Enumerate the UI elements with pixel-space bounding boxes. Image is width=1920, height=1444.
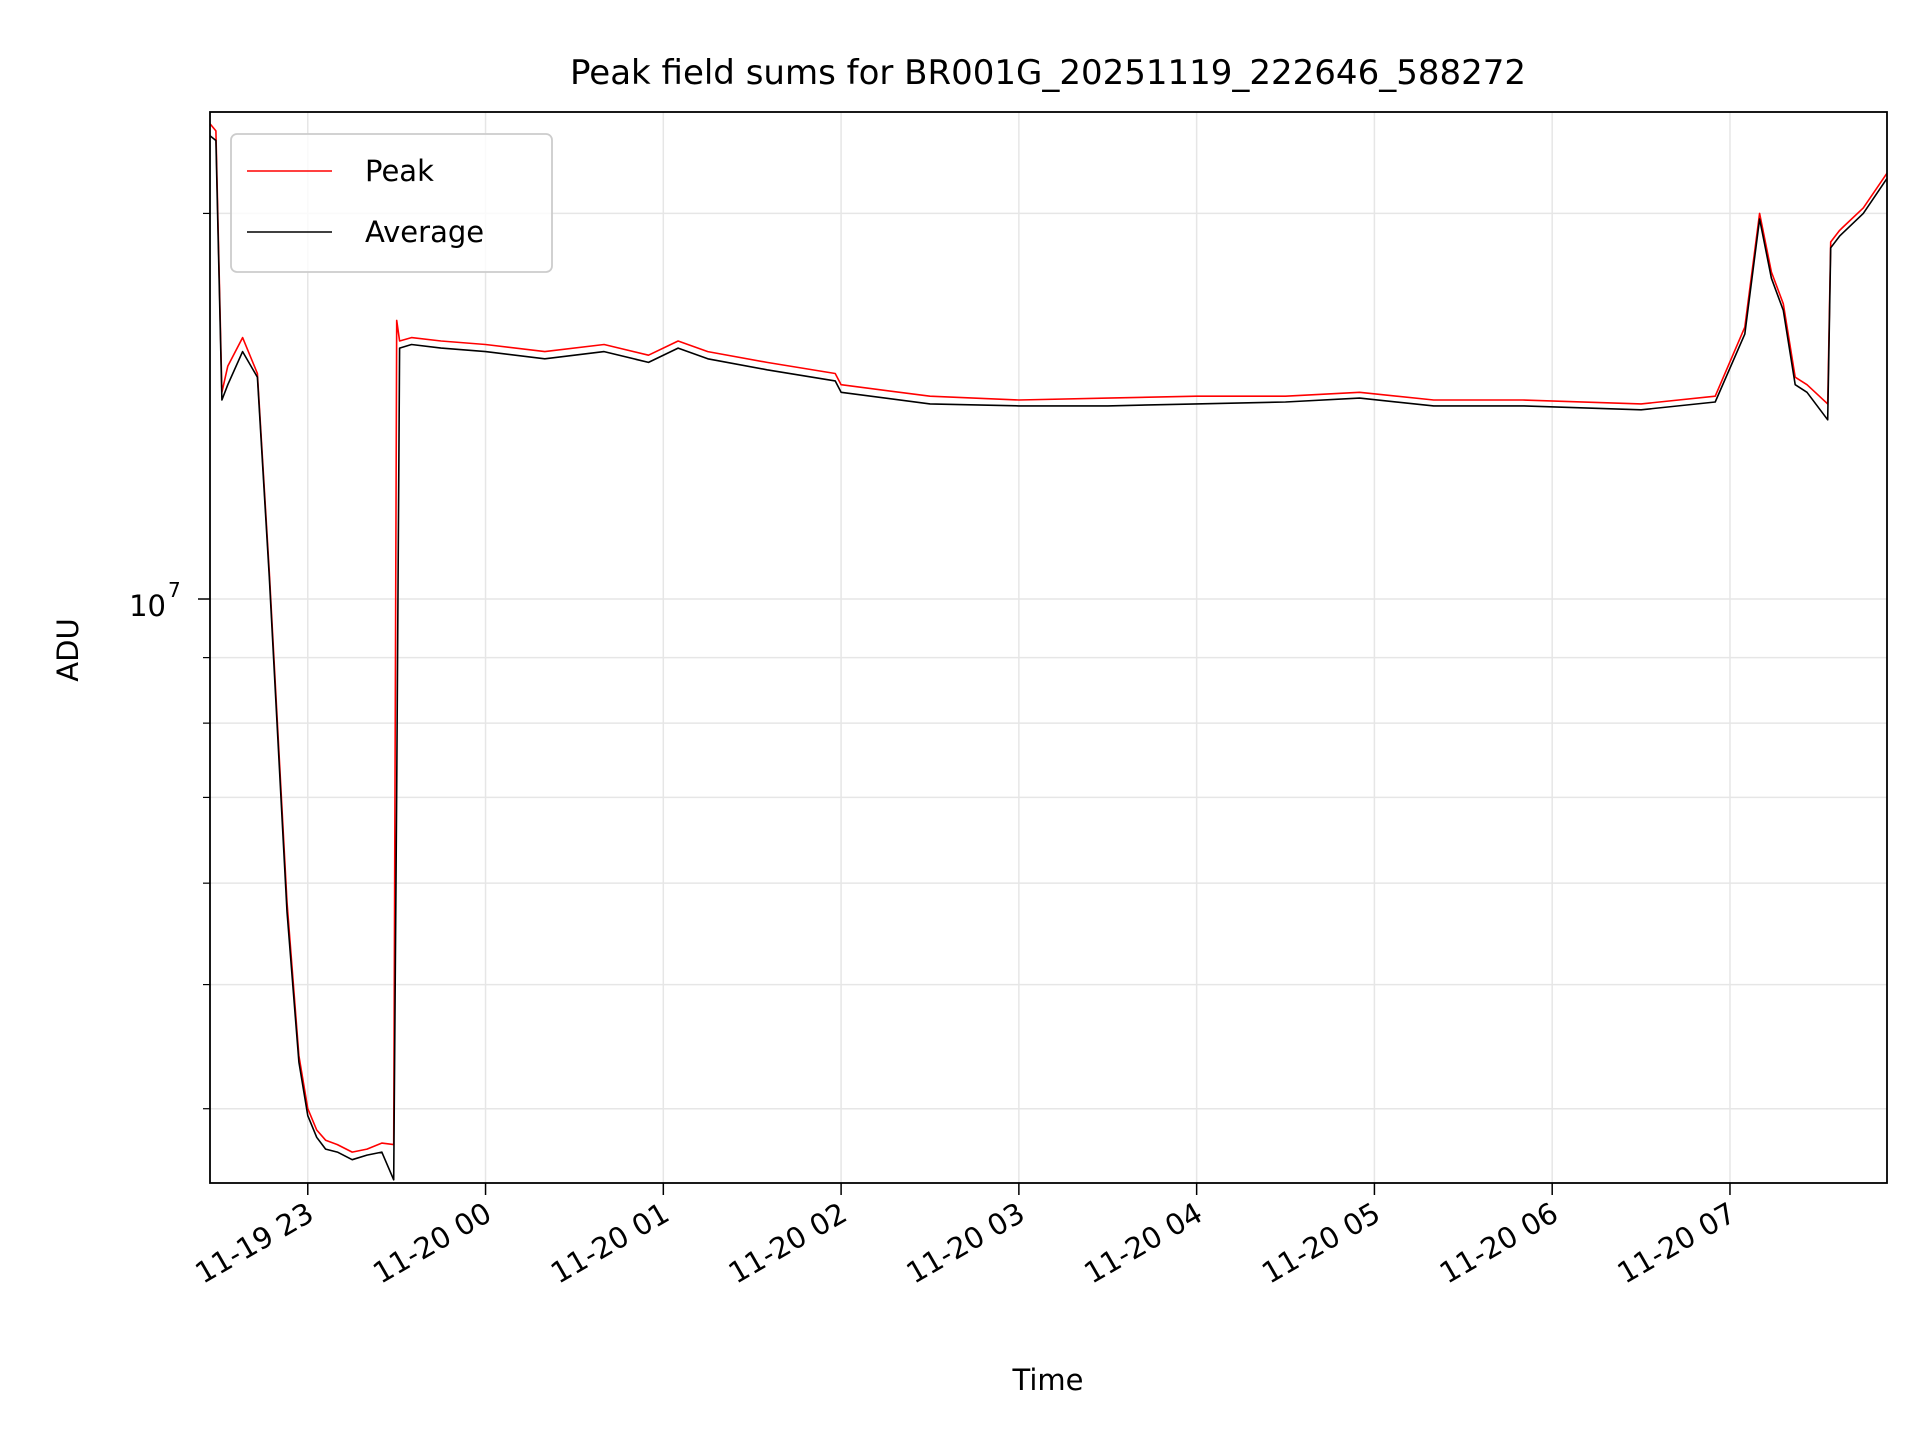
x-axis-label: Time: [1012, 1363, 1084, 1397]
legend-label-peak: Peak: [365, 154, 434, 188]
legend-box: [230, 133, 553, 273]
y-tick-label: 10: [129, 589, 166, 623]
legend-label-average: Average: [365, 215, 484, 249]
plot-frame: [209, 111, 1888, 1184]
chart-title: Peak field sums for BR001G_20251119_2226…: [570, 53, 1526, 93]
y-axis-label: ADU: [51, 618, 85, 681]
plot-series: [209, 123, 1888, 1181]
y-tick-label-exponent: 7: [168, 578, 181, 602]
grid: [210, 112, 1887, 1183]
legend: Peak Average: [230, 133, 553, 273]
series-line-peak: [209, 123, 1888, 1153]
series-line-average: [209, 135, 1888, 1181]
